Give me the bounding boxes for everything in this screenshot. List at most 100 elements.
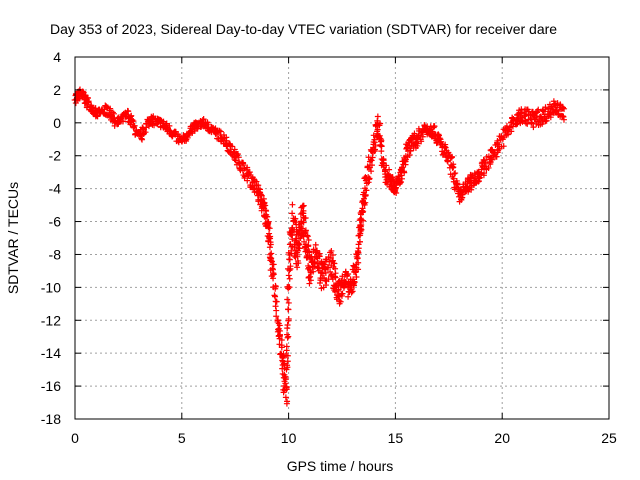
- data-point: [253, 181, 260, 188]
- data-point: [316, 280, 323, 287]
- data-point: [281, 374, 288, 381]
- chart-title: Day 353 of 2023, Sidereal Day-to-day VTE…: [50, 21, 557, 37]
- data-point: [278, 344, 285, 351]
- data-point: [294, 251, 301, 258]
- data-point: [301, 215, 308, 222]
- data-point: [328, 271, 335, 278]
- data-point: [336, 297, 343, 304]
- data-point: [279, 354, 286, 361]
- data-point: [358, 221, 365, 228]
- data-point: [398, 175, 405, 182]
- data-point: [267, 233, 274, 240]
- y-tick-label: 0: [53, 115, 61, 131]
- data-point: [266, 230, 273, 237]
- data-point: [506, 124, 513, 131]
- data-point: [329, 251, 336, 258]
- data-point: [286, 267, 293, 274]
- data-point: [140, 125, 147, 132]
- data-point: [489, 156, 496, 163]
- x-tick-label: 5: [178, 430, 186, 446]
- data-point: [264, 221, 271, 228]
- data-point: [304, 232, 311, 239]
- data-point: [282, 394, 289, 401]
- y-tick-label: -10: [41, 279, 61, 295]
- data-point: [272, 303, 279, 310]
- data-point: [241, 175, 248, 182]
- plot-area-border: [74, 56, 610, 420]
- data-point: [332, 288, 339, 295]
- data-point: [306, 280, 313, 287]
- data-point: [366, 175, 373, 182]
- data-point: [283, 343, 290, 350]
- data-point: [454, 181, 461, 188]
- data-point: [216, 127, 223, 134]
- data-point: [480, 156, 487, 163]
- data-point: [442, 144, 449, 151]
- x-tick-label: 10: [281, 430, 297, 446]
- data-point: [306, 274, 313, 281]
- data-point: [276, 322, 283, 329]
- data-point: [283, 384, 290, 391]
- data-point: [310, 260, 317, 267]
- data-point: [272, 283, 279, 290]
- data-point: [285, 333, 292, 340]
- data-point: [264, 213, 271, 220]
- data-point: [355, 266, 362, 273]
- data-point: [559, 104, 566, 111]
- data-point: [345, 293, 352, 300]
- data-point: [363, 187, 370, 194]
- data-point: [296, 245, 303, 252]
- data-point: [282, 376, 289, 383]
- data-point: [94, 113, 101, 120]
- y-tick-label: -18: [41, 411, 61, 427]
- data-point: [286, 275, 293, 282]
- data-point: [124, 107, 131, 114]
- data-point: [360, 208, 367, 215]
- axis-ticks: 0 5 10 15 20 25 -18 -16 -14 -12 -10 -8 -6 -4 -2 0 2 4: [41, 49, 617, 446]
- data-point: [465, 188, 472, 195]
- data-point: [286, 256, 293, 263]
- data-point: [240, 160, 247, 167]
- data-point: [365, 179, 372, 186]
- data-point: [543, 117, 550, 124]
- data-point: [270, 261, 277, 268]
- data-point: [285, 315, 292, 322]
- data-point: [335, 286, 342, 293]
- data-point: [316, 253, 323, 260]
- data-point: [234, 151, 241, 158]
- data-point: [268, 258, 275, 265]
- data-point: [266, 225, 273, 232]
- data-point: [273, 307, 280, 314]
- data-point: [374, 126, 381, 133]
- data-point: [107, 105, 114, 112]
- data-point: [449, 163, 456, 170]
- data-point: [331, 260, 338, 267]
- data-point: [314, 247, 321, 254]
- data-point: [217, 128, 224, 135]
- data-point: [267, 251, 274, 258]
- data-point: [305, 242, 312, 249]
- data-point: [378, 143, 385, 150]
- data-point: [289, 210, 296, 217]
- data-point: [389, 174, 396, 181]
- data-point: [79, 88, 86, 95]
- data-point: [337, 298, 344, 305]
- data-point: [322, 269, 329, 276]
- data-point: [353, 274, 360, 281]
- data-point: [276, 327, 283, 334]
- data-point: [398, 178, 405, 185]
- data-point: [284, 322, 291, 329]
- data-point: [368, 162, 375, 169]
- data-point: [283, 400, 290, 407]
- data-point: [500, 143, 507, 150]
- data-point: [319, 270, 326, 277]
- data-point: [371, 139, 378, 146]
- x-tick-label: 20: [494, 430, 510, 446]
- data-point: [231, 146, 238, 153]
- data-point: [413, 139, 420, 146]
- data-point: [273, 313, 280, 320]
- y-tick-label: 2: [53, 82, 61, 98]
- data-point: [560, 116, 567, 123]
- data-point: [295, 260, 302, 267]
- data-point: [450, 164, 457, 171]
